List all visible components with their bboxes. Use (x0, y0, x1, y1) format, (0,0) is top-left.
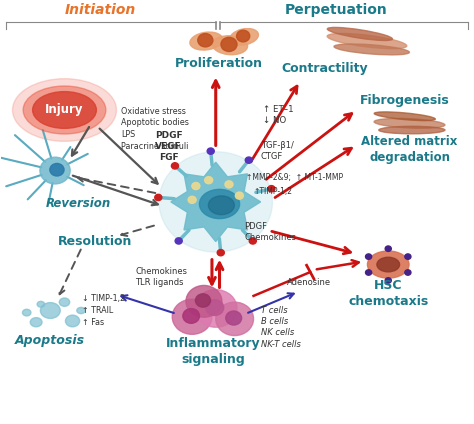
Text: Fibrogenesis: Fibrogenesis (360, 94, 450, 107)
Circle shape (194, 290, 237, 327)
Ellipse shape (59, 298, 70, 306)
Ellipse shape (377, 257, 400, 272)
Ellipse shape (23, 86, 106, 134)
Text: Altered matrix
degradation: Altered matrix degradation (361, 135, 458, 164)
Text: ↑ ET–1
↓ NO: ↑ ET–1 ↓ NO (263, 105, 293, 126)
Ellipse shape (22, 309, 31, 316)
Ellipse shape (367, 251, 409, 278)
Circle shape (183, 309, 200, 324)
Ellipse shape (374, 118, 445, 128)
Text: Reversion: Reversion (46, 198, 111, 210)
Circle shape (405, 270, 411, 275)
Circle shape (405, 254, 411, 259)
Ellipse shape (374, 112, 435, 121)
Circle shape (192, 182, 200, 190)
Text: PDGF
Chemokines: PDGF Chemokines (244, 222, 296, 242)
Polygon shape (171, 162, 261, 242)
Ellipse shape (33, 92, 96, 128)
Ellipse shape (327, 28, 392, 41)
Text: HSC
chemotaxis: HSC chemotaxis (348, 279, 428, 308)
Ellipse shape (37, 301, 45, 307)
Text: Inflammatory
signaling: Inflammatory signaling (166, 337, 261, 366)
Text: Apoptosis: Apoptosis (15, 334, 85, 347)
Circle shape (155, 194, 162, 201)
Text: Injury: Injury (45, 103, 84, 117)
Circle shape (365, 254, 372, 259)
Text: ↓ TIMP-1,2
↑ TRAIL
↑ Fas: ↓ TIMP-1,2 ↑ TRAIL ↑ Fas (82, 294, 125, 327)
Text: Proliferation: Proliferation (175, 57, 263, 70)
Text: PDGF
VEGF
FGF: PDGF VEGF FGF (155, 131, 182, 162)
Ellipse shape (30, 318, 42, 327)
Circle shape (221, 37, 237, 51)
Circle shape (226, 311, 242, 325)
Ellipse shape (230, 28, 258, 45)
Ellipse shape (12, 79, 117, 141)
Ellipse shape (40, 303, 60, 318)
Circle shape (206, 300, 224, 315)
Ellipse shape (334, 44, 410, 55)
Circle shape (40, 157, 70, 184)
Text: Adenosine: Adenosine (287, 278, 331, 287)
Text: Contractility: Contractility (281, 62, 368, 75)
Circle shape (217, 250, 224, 256)
Circle shape (205, 177, 213, 184)
Circle shape (237, 30, 250, 42)
Circle shape (50, 164, 64, 176)
Ellipse shape (209, 196, 235, 215)
Circle shape (245, 157, 252, 163)
Circle shape (186, 285, 222, 317)
Circle shape (207, 148, 214, 154)
Circle shape (385, 278, 392, 283)
Text: ↑MMP-2&9;  ↑ MT-1-MMP: ↑MMP-2&9; ↑ MT-1-MMP (246, 173, 344, 182)
Text: TGF-β1/
CTGF: TGF-β1/ CTGF (261, 141, 293, 161)
Text: Initiation: Initiation (64, 3, 136, 17)
Circle shape (188, 196, 196, 204)
Ellipse shape (327, 33, 407, 49)
Circle shape (249, 238, 256, 244)
Circle shape (159, 152, 273, 252)
Circle shape (172, 163, 179, 169)
Ellipse shape (77, 307, 85, 314)
Circle shape (175, 238, 182, 244)
Ellipse shape (190, 32, 223, 50)
Circle shape (198, 33, 213, 47)
Ellipse shape (65, 315, 80, 327)
Circle shape (225, 181, 233, 188)
Circle shape (365, 270, 372, 275)
Text: Resolution: Resolution (58, 235, 132, 248)
Circle shape (385, 246, 392, 251)
Text: Oxidative stress
Apoptotic bodies
LPS
Paracrine stimuli: Oxidative stress Apoptotic bodies LPS Pa… (121, 106, 189, 151)
Circle shape (236, 192, 243, 199)
Ellipse shape (379, 126, 445, 134)
Text: Chemokines
TLR ligands: Chemokines TLR ligands (136, 267, 187, 287)
Circle shape (195, 294, 210, 307)
Circle shape (172, 299, 212, 335)
Text: T cells
B cells
NK cells
NK-T cells: T cells B cells NK cells NK-T cells (261, 306, 301, 349)
Circle shape (216, 302, 254, 335)
Ellipse shape (200, 190, 239, 219)
Circle shape (268, 186, 275, 192)
Text: Perpetuation: Perpetuation (285, 3, 388, 17)
Text: ↑TIMP-1,2: ↑TIMP-1,2 (254, 187, 292, 196)
Ellipse shape (212, 36, 247, 55)
